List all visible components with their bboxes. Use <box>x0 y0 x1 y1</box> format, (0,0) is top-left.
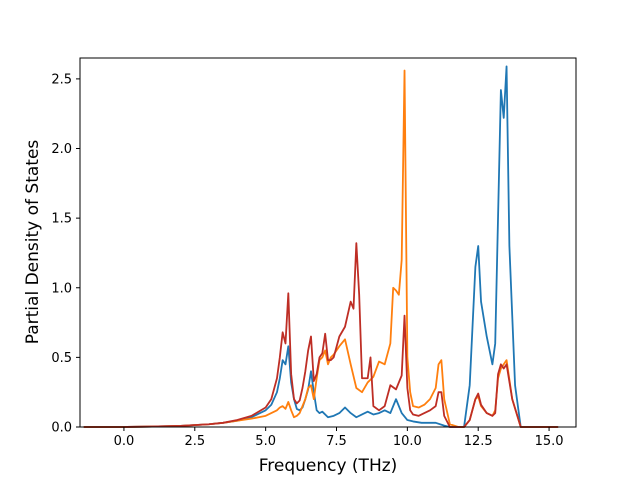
y-tick-label: 2.5 <box>51 72 72 87</box>
y-axis-label: Partial Density of States <box>23 140 43 345</box>
series-line-1 <box>83 65 559 428</box>
x-tick-label: 15.0 <box>535 434 564 449</box>
x-axis-ticks: 0.0 2.5 5.0 7.5 10.0 12.5 15.0 <box>114 427 564 449</box>
x-tick-label: 10.0 <box>393 434 422 449</box>
x-axis-label: Frequency (THz) <box>259 456 398 476</box>
series-layer <box>83 65 559 428</box>
x-tick-label: 7.5 <box>326 434 347 449</box>
series-line-2 <box>83 69 559 428</box>
y-tick-label: 2.0 <box>51 142 72 157</box>
axes-frame <box>79 57 577 428</box>
series-line-3 <box>83 242 559 428</box>
y-tick-label: 0.5 <box>51 351 72 366</box>
y-axis-ticks: 0.0 0.5 1.0 1.5 2.0 2.5 <box>51 72 80 436</box>
x-tick-label: 5.0 <box>255 434 276 449</box>
x-tick-label: 12.5 <box>464 434 493 449</box>
x-tick-label: 2.5 <box>184 434 205 449</box>
y-tick-label: 1.0 <box>51 281 72 296</box>
y-tick-label: 0.0 <box>51 421 72 436</box>
x-tick-label: 0.0 <box>114 434 135 449</box>
y-tick-label: 1.5 <box>51 212 72 227</box>
